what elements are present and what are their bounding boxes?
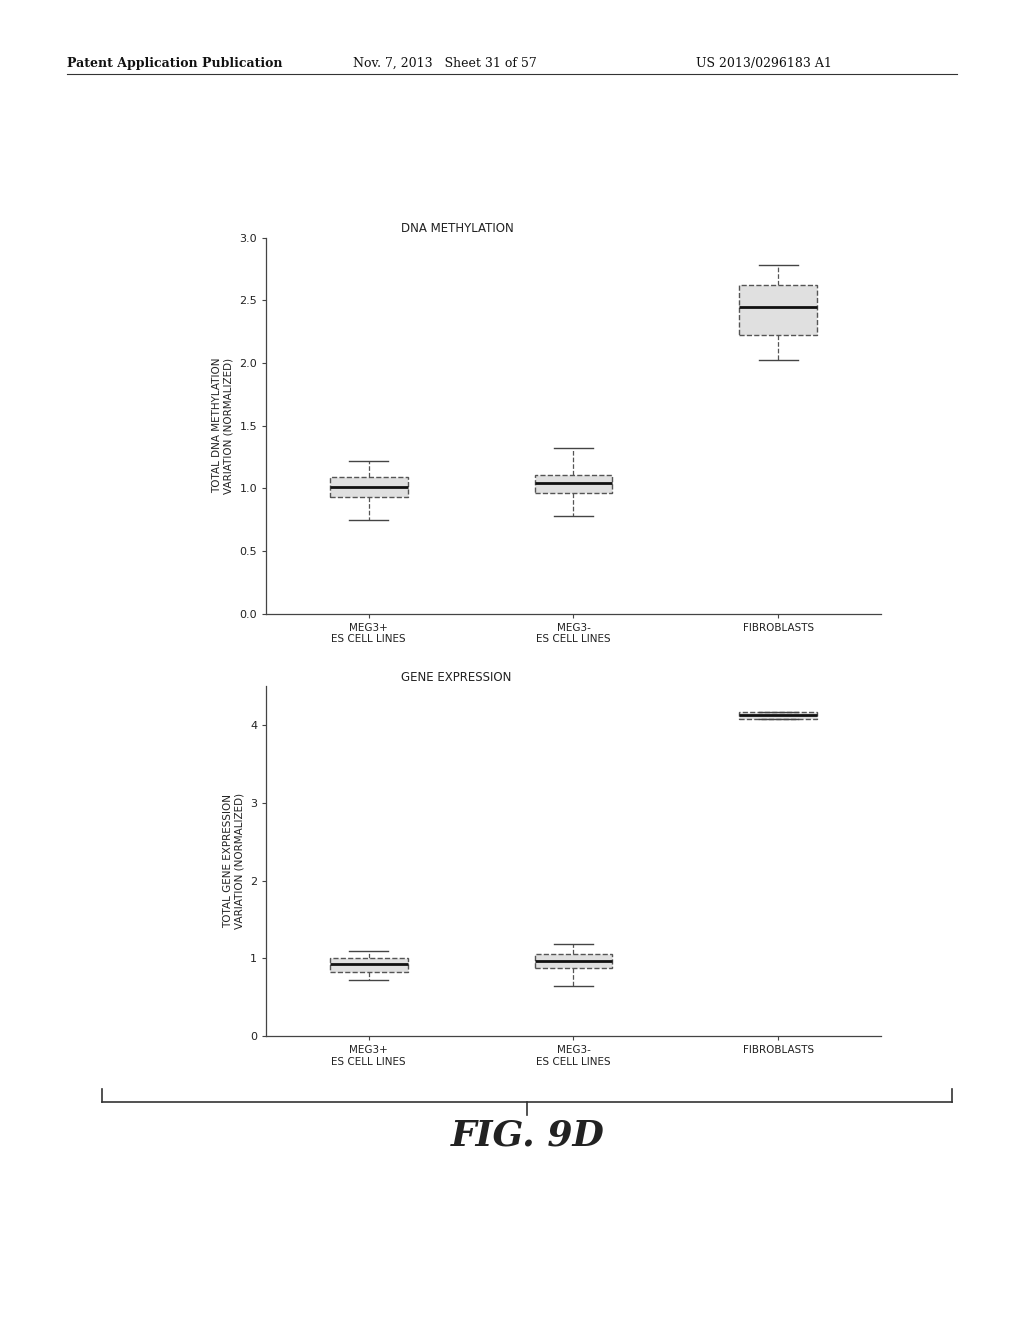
Bar — [330, 958, 408, 972]
Text: Patent Application Publication: Patent Application Publication — [67, 57, 282, 70]
Text: US 2013/0296183 A1: US 2013/0296183 A1 — [696, 57, 833, 70]
Text: Nov. 7, 2013   Sheet 31 of 57: Nov. 7, 2013 Sheet 31 of 57 — [353, 57, 537, 70]
Text: GENE EXPRESSION: GENE EXPRESSION — [401, 671, 512, 684]
Text: DNA METHYLATION: DNA METHYLATION — [401, 222, 514, 235]
Y-axis label: TOTAL DNA METHYLATION
VARIATION (NORMALIZED): TOTAL DNA METHYLATION VARIATION (NORMALI… — [212, 358, 233, 494]
Text: FIG. 9D: FIG. 9D — [451, 1118, 604, 1152]
Bar — [739, 285, 817, 335]
Y-axis label: TOTAL GENE EXPRESSION
VARIATION (NORMALIZED): TOTAL GENE EXPRESSION VARIATION (NORMALI… — [223, 793, 245, 929]
Bar — [739, 711, 817, 719]
Bar — [535, 475, 612, 494]
Bar — [535, 954, 612, 968]
Bar — [330, 477, 408, 498]
